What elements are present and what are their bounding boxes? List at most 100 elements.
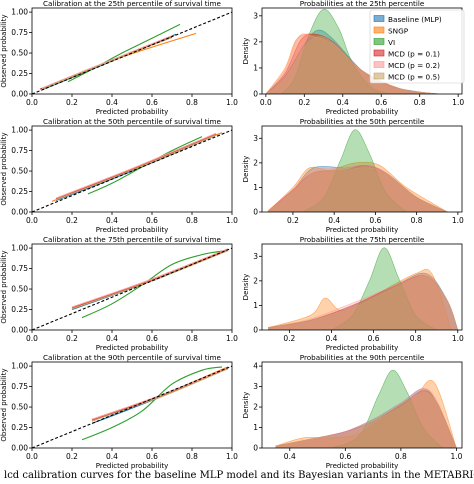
y-tick-label: 0.50	[11, 403, 28, 412]
panel-7: Calibration at the 90th percentile of su…	[0, 353, 238, 470]
plot-frame	[31, 7, 233, 95]
plot-frame	[261, 125, 463, 213]
panel-1: Calibration at the 25th percentile of su…	[0, 0, 238, 116]
y-tick-label: 0	[253, 208, 258, 217]
x-axis-label: Predicted probability	[326, 344, 398, 352]
x-tick-label: 0.6	[368, 334, 380, 343]
x-tick-label: 0.8	[395, 452, 407, 461]
legend-swatch	[373, 38, 385, 45]
x-tick-label: 0.6	[369, 216, 381, 225]
calibration-line-mcd-p-0-5	[91, 368, 229, 422]
y-tick-label: 0	[253, 326, 258, 335]
series-group	[275, 369, 457, 448]
y-tick-label: 4	[253, 362, 258, 371]
series-group	[265, 8, 439, 94]
x-tick-label: 0.4	[337, 98, 349, 107]
y-tick-label: 2	[253, 276, 258, 285]
x-tick-label: 0.4	[106, 452, 118, 461]
x-tick-label: 0.8	[410, 334, 422, 343]
x-tick-label: 0.2	[66, 216, 78, 225]
x-tick-label: 0.8	[414, 98, 426, 107]
legend-label: VI	[388, 38, 395, 47]
y-tick-label: 0.50	[11, 285, 28, 294]
x-tick-label: 1.0	[450, 452, 462, 461]
panel-8: Probabilities at the 90th percentile 0.4 0…	[242, 353, 463, 470]
plot-frame	[261, 243, 463, 331]
density-mcd-p-0-5	[268, 275, 459, 330]
calibration-line-mcd-p-0-5	[55, 134, 217, 201]
x-tick-label: 1.0	[226, 216, 238, 225]
y-tick-label: 0.75	[11, 146, 28, 155]
x-axis-label: Predicted probability	[96, 226, 168, 234]
x-tick-label: 1.0	[452, 334, 464, 343]
ideal-calibration-line	[32, 365, 232, 448]
series-group	[268, 247, 459, 330]
y-axis-label: Density	[242, 274, 250, 301]
panel-4: Probabilities at the 50th percentile 0.2 0…	[242, 117, 464, 234]
x-tick-label: 0.2	[283, 334, 295, 343]
y-tick-label: 1.00	[11, 362, 28, 371]
y-tick-label: 0	[253, 90, 258, 99]
panel-title: Calibration at the 75th percentile of su…	[43, 235, 221, 244]
panel-5: Calibration at the 75th percentile of su…	[0, 235, 238, 352]
x-tick-label: 0.0	[26, 452, 38, 461]
y-tick-label: 3	[253, 134, 258, 143]
x-tick-label: 0.8	[411, 216, 423, 225]
x-tick-label: 0.6	[375, 98, 387, 107]
y-tick-label: 1.00	[11, 8, 28, 17]
density-vi	[302, 129, 407, 212]
x-tick-label: 0.6	[146, 216, 158, 225]
x-tick-label: 0.6	[146, 452, 158, 461]
legend-label: MCD (p = 0.5)	[388, 73, 440, 82]
x-tick-label: 0.4	[106, 216, 118, 225]
y-tick-label: 2	[253, 37, 258, 46]
y-tick-label: 1	[253, 64, 258, 73]
legend-label: MCD (p = 0.2)	[388, 61, 440, 70]
x-tick-label: 1.0	[452, 216, 464, 225]
figure-caption: lcd calibration curves for the baseline …	[4, 470, 474, 481]
x-axis-label: Predicted probability	[326, 108, 398, 116]
ideal-calibration-line	[32, 11, 232, 94]
y-tick-label: 2	[253, 158, 258, 167]
density-vi	[331, 369, 444, 448]
y-tick-label: 1.00	[11, 244, 28, 253]
y-tick-label: 0.75	[11, 28, 28, 37]
plot-frame	[31, 361, 233, 449]
x-tick-label: 0.2	[66, 452, 78, 461]
x-axis-label: Predicted probability	[96, 462, 168, 470]
legend-label: SNGP	[388, 27, 409, 36]
legend-label: MCD (p = 0.1)	[388, 50, 440, 59]
y-axis-label: Observed probability	[0, 14, 8, 87]
panel-3: Calibration at the 50th percentile of su…	[0, 117, 238, 234]
series-group	[32, 247, 232, 330]
calibration-line-vi	[87, 136, 203, 195]
x-tick-label: 0.4	[106, 334, 118, 343]
x-axis-label: Predicted probability	[96, 344, 168, 352]
x-tick-label: 0.0	[26, 98, 38, 107]
y-tick-label: 0.00	[11, 90, 28, 99]
y-tick-label: 1	[253, 183, 258, 192]
x-tick-label: 0.4	[328, 216, 340, 225]
y-tick-label: 0.25	[11, 423, 28, 432]
y-tick-label: 0.25	[11, 187, 28, 196]
y-tick-label: 3	[253, 11, 258, 20]
y-tick-label: 0.00	[11, 208, 28, 217]
y-tick-label: 1	[253, 301, 258, 310]
y-tick-label: 0.00	[11, 444, 28, 453]
legend-swatch	[373, 15, 385, 22]
x-tick-label: 0.6	[146, 98, 158, 107]
y-tick-label: 0.75	[11, 382, 28, 391]
series-group	[32, 365, 232, 448]
calibration-line-mcd-p-0-2	[41, 35, 173, 89]
y-tick-label: 0.50	[11, 49, 28, 58]
legend-label: Baseline (MLP)	[388, 15, 442, 24]
density-mcd-p-0-5	[275, 392, 457, 448]
x-tick-label: 0.6	[339, 452, 351, 461]
x-tick-label: 1.0	[226, 98, 238, 107]
y-axis-label: Observed probability	[0, 250, 8, 323]
plot-frame	[31, 125, 233, 213]
y-tick-label: 1	[253, 423, 258, 432]
x-tick-label: 0.2	[66, 98, 78, 107]
ideal-calibration-line	[32, 247, 232, 330]
